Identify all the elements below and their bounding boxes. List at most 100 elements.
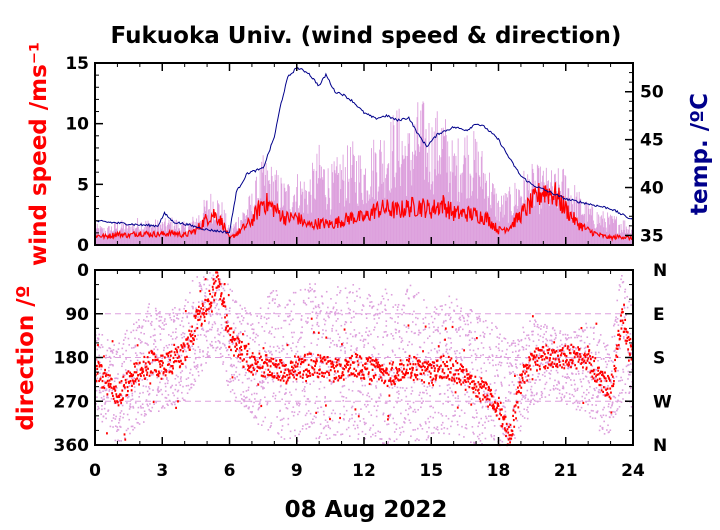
direction-sample-point [241,367,244,369]
direction-sample-point [315,437,318,440]
direction-mean-point [564,354,566,357]
direction-sample-point [305,412,308,415]
direction-mean-point [493,405,495,408]
direction-sample-point [356,347,358,349]
direction-mean-point [275,359,278,362]
direction-mean-point [509,441,511,444]
direction-mean-point [131,384,133,387]
direction-mean-point [426,365,429,369]
direction-sample-point [237,334,239,337]
direction-sample-point [327,426,330,429]
direction-sample-point [320,406,323,409]
direction-sample-point [109,360,111,363]
direction-sample-point [449,318,451,321]
direction-sample-point [113,380,116,383]
direction-sample-point [263,330,266,332]
direction-mean-point [599,370,602,373]
direction-sample-point [206,353,209,355]
direction-sample-point [176,314,179,316]
direction-mean-point [198,312,201,315]
direction-sample-point [546,362,549,365]
direction-sample-point [463,356,466,359]
direction-sample-point [199,334,202,336]
direction-mean-point [196,312,199,316]
y-tick-label: 10 [65,115,89,135]
direction-sample-point [340,433,342,436]
direction-sample-point [513,410,516,413]
direction-sample-point [534,319,536,322]
direction-sample-point [179,350,181,353]
direction-mean-point [356,360,359,363]
direction-sample-point [496,374,499,376]
direction-mean-point [286,379,289,382]
direction-sample-point [405,326,408,328]
direction-sample-point [116,377,119,380]
direction-mean-point [514,411,517,414]
direction-sample-point [531,374,534,376]
direction-sample-point [260,385,263,388]
direction-mean-point [136,377,139,380]
direction-mean-point [419,360,421,363]
direction-sample-point [525,380,527,382]
direction-sample-point [538,354,541,357]
direction-sample-point [124,437,126,440]
direction-mean-point [188,329,191,332]
direction-mean-point [499,412,501,415]
direction-sample-point [282,417,285,420]
direction-mean-point [139,373,142,376]
direction-sample-point [613,323,616,325]
direction-mean-point [232,337,235,340]
direction-sample-point [121,395,123,397]
direction-mean-point [209,306,212,309]
direction-sample-point [615,316,617,319]
direction-sample-point [365,313,368,315]
direction-sample-point [402,348,404,350]
direction-sample-point [181,336,184,339]
direction-sample-point [553,384,555,387]
direction-mean-point [353,361,355,364]
direction-mean-point [480,386,483,390]
direction-mean-point [553,362,556,365]
direction-sample-point [361,384,364,387]
direction-sample-point [274,328,277,330]
direction-sample-point [141,341,143,343]
direction-mean-point [153,369,156,372]
direction-sample-point [209,315,212,317]
direction-sample-point [379,393,382,395]
direction-sample-point [365,331,367,333]
direction-sample-point [134,337,136,340]
direction-sample-point [476,321,479,324]
direction-sample-point [428,326,431,329]
direction-mean-point [142,370,145,373]
direction-sample-point [289,437,292,440]
direction-sample-point [624,291,626,293]
direction-sample-point [187,384,190,387]
direction-mean-point [514,404,517,407]
direction-sample-point [202,355,205,358]
direction-sample-point [292,291,295,294]
direction-sample-point [100,397,103,399]
direction-mean-point [555,349,558,353]
direction-mean-point [520,386,523,389]
direction-mean-point [446,365,449,368]
direction-sample-point [514,345,517,347]
direction-mean-point [214,292,217,295]
direction-sample-point [237,360,240,363]
direction-sample-point [240,358,242,361]
direction-sample-point [593,370,596,373]
direction-sample-point [220,323,223,326]
direction-sample-point [437,330,439,333]
direction-sample-point [616,299,619,302]
direction-sample-point [329,310,332,313]
direction-sample-point [160,370,163,372]
direction-sample-point [459,316,461,319]
direction-sample-point [364,338,367,341]
direction-sample-point [332,324,334,327]
direction-sample-point [155,309,157,312]
direction-mean-point [174,353,177,357]
direction-sample-point [102,415,105,418]
direction-mean-point [262,375,265,378]
direction-sample-point [300,315,303,317]
direction-sample-point [169,316,172,319]
